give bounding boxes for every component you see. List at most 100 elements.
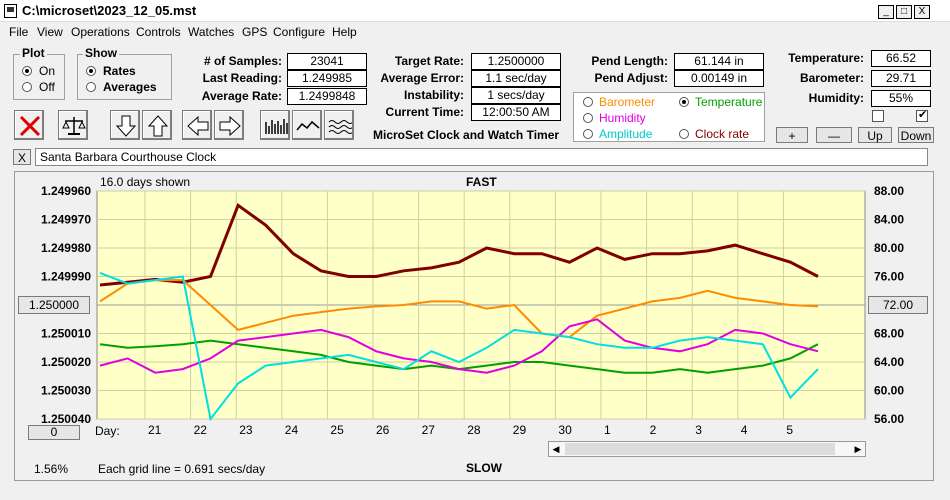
x-tick: 23 — [239, 423, 253, 437]
zero-button[interactable]: 0 — [28, 425, 80, 440]
amplitude-radio[interactable] — [583, 129, 593, 139]
show-rates-radio[interactable] — [86, 66, 96, 76]
stop-button[interactable] — [14, 110, 44, 140]
samples-field: 23041 — [287, 53, 367, 70]
x-tick: 4 — [741, 423, 748, 437]
x-tick: 26 — [376, 423, 390, 437]
slow-label: SLOW — [466, 461, 502, 475]
humidity-option[interactable]: Humidity — [599, 111, 646, 125]
show-group — [77, 54, 172, 100]
current-time-label: Current Time: — [385, 105, 464, 119]
arrow-right-button[interactable] — [214, 110, 244, 140]
horizontal-scrollbar[interactable]: ◀ ▶ — [548, 441, 866, 457]
y-left-tick: 1.250010 — [41, 327, 91, 341]
menu-watches[interactable]: Watches — [188, 25, 235, 39]
app-subtitle: MicroSet Clock and Watch Timer — [373, 128, 560, 142]
barometer-option[interactable]: Barometer — [599, 95, 656, 109]
average-error-field: 1.1 sec/day — [471, 70, 561, 87]
menu-gps[interactable]: GPS — [242, 25, 268, 39]
channel-group — [573, 92, 765, 142]
y-right-tick: 76.00 — [874, 270, 904, 284]
pend-adjust-field: 0.00149 in — [674, 70, 764, 87]
y-right-tick: 88.00 — [874, 184, 904, 198]
close-clock-button[interactable]: X — [13, 149, 31, 165]
humidity-label: Humidity: — [808, 91, 864, 105]
x-tick: 25 — [330, 423, 344, 437]
humidity-radio[interactable] — [583, 113, 593, 123]
bar-graph-icon — [265, 119, 288, 134]
minimize-button[interactable]: _ — [878, 5, 894, 19]
center-temp-button[interactable]: 72.00 — [868, 296, 928, 314]
menu-configure[interactable]: Configure — [273, 25, 326, 39]
menu-view[interactable]: View — [37, 25, 63, 39]
arrow-down-button[interactable] — [110, 110, 140, 140]
plus-button[interactable]: + — [776, 127, 808, 143]
show-averages-label: Averages — [103, 80, 157, 94]
plot-off-radio[interactable] — [22, 82, 32, 92]
title-bar: C:\microset\2023_12_05.mst _ □ X — [0, 0, 950, 22]
balance-button[interactable] — [58, 110, 88, 140]
menu-operations[interactable]: Operations — [71, 25, 130, 39]
close-window-button[interactable]: X — [914, 5, 930, 19]
window-title: C:\microset\2023_12_05.mst — [22, 3, 197, 18]
y-left-tick: 1.249960 — [41, 184, 91, 198]
checkmark-icon: ✔ — [918, 109, 928, 121]
fast-label: FAST — [466, 175, 497, 189]
menu-bar: File View Operations Controls Watches GP… — [0, 22, 950, 42]
y-left-tick: 1.249980 — [41, 241, 91, 255]
clock-name-field[interactable]: Santa Barbara Courthouse Clock — [35, 148, 928, 166]
bar-view-button[interactable] — [260, 110, 290, 140]
temperature-radio[interactable] — [679, 97, 689, 107]
pend-length-field[interactable]: 61.144 in — [674, 53, 764, 70]
down-button[interactable]: Down — [898, 127, 934, 143]
scroll-left-icon[interactable]: ◀ — [552, 444, 560, 454]
barometer-radio[interactable] — [583, 97, 593, 107]
x-tick: 29 — [513, 423, 527, 437]
instability-label: Instability: — [403, 88, 464, 102]
instability-field: 1 secs/day — [471, 87, 561, 104]
barometer-label: Barometer: — [799, 71, 864, 85]
menu-help[interactable]: Help — [332, 25, 357, 39]
pend-length-label: Pend Length: — [591, 54, 668, 68]
center-rate-button[interactable]: 1.250000 — [18, 296, 90, 314]
minus-button[interactable]: — — [816, 127, 852, 143]
y-right-tick: 56.00 — [874, 412, 904, 426]
clock-rate-option[interactable]: Clock rate — [695, 127, 750, 141]
plot-on-label: On — [39, 64, 56, 78]
menu-file[interactable]: File — [9, 25, 29, 39]
plot-on-radio[interactable] — [22, 66, 32, 76]
arrow-down-icon — [115, 115, 137, 137]
percent-label: 1.56% — [34, 462, 69, 476]
target-rate-field[interactable]: 1.2500000 — [471, 53, 561, 70]
x-tick: 21 — [148, 423, 162, 437]
scroll-right-icon[interactable]: ▶ — [854, 444, 862, 454]
temperature-label: Temperature: — [788, 51, 864, 65]
menu-controls[interactable]: Controls — [136, 25, 181, 39]
right-checkbox[interactable]: ✔ — [916, 109, 928, 122]
arrow-left-button[interactable] — [182, 110, 212, 140]
up-button[interactable]: Up — [858, 127, 892, 143]
series-line-clock-rate — [99, 202, 819, 287]
y-left-tick: 1.250040 — [41, 412, 91, 426]
y-left-tick: 1.250030 — [41, 384, 91, 398]
scroll-thumb[interactable] — [565, 443, 835, 455]
day-axis-label: Day: — [95, 424, 120, 438]
x-tick: 28 — [467, 423, 481, 437]
clock-rate-radio[interactable] — [679, 129, 689, 139]
arrow-right-icon — [219, 115, 241, 137]
show-averages-radio[interactable] — [86, 82, 96, 92]
arrow-up-button[interactable] — [142, 110, 172, 140]
wave-view-button[interactable] — [324, 110, 354, 140]
x-tick: 22 — [194, 423, 208, 437]
y-right-tick: 68.00 — [874, 327, 904, 341]
series-line-barometer — [99, 279, 819, 339]
stop-x-icon — [19, 115, 41, 137]
amplitude-option[interactable]: Amplitude — [599, 127, 653, 141]
temperature-option[interactable]: Temperature — [695, 95, 763, 109]
average-rate-label: Average Rate: — [201, 89, 282, 103]
left-checkbox[interactable] — [872, 110, 884, 122]
maximize-button[interactable]: □ — [896, 5, 912, 19]
plot-off-label: Off — [39, 80, 55, 94]
line-view-button[interactable] — [292, 110, 322, 140]
plot-group-label: Plot — [20, 46, 47, 60]
